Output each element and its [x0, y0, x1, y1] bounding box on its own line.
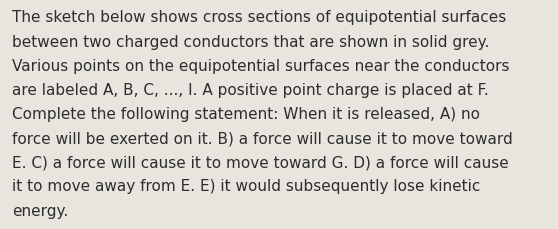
Text: are labeled A, B, C, ..., I. A positive point charge is placed at F.: are labeled A, B, C, ..., I. A positive … — [12, 82, 489, 97]
Text: energy.: energy. — [12, 203, 69, 218]
Text: between two charged conductors that are shown in solid grey.: between two charged conductors that are … — [12, 34, 490, 49]
Text: E. C) a force will cause it to move toward G. D) a force will cause: E. C) a force will cause it to move towa… — [12, 155, 509, 169]
Text: Various points on the equipotential surfaces near the conductors: Various points on the equipotential surf… — [12, 58, 510, 73]
Text: Complete the following statement: When it is released, A) no: Complete the following statement: When i… — [12, 106, 480, 121]
Text: The sketch below shows cross sections of equipotential surfaces: The sketch below shows cross sections of… — [12, 10, 507, 25]
Text: it to move away from E. E) it would subsequently lose kinetic: it to move away from E. E) it would subs… — [12, 179, 480, 194]
Text: force will be exerted on it. B) a force will cause it to move toward: force will be exerted on it. B) a force … — [12, 131, 513, 145]
